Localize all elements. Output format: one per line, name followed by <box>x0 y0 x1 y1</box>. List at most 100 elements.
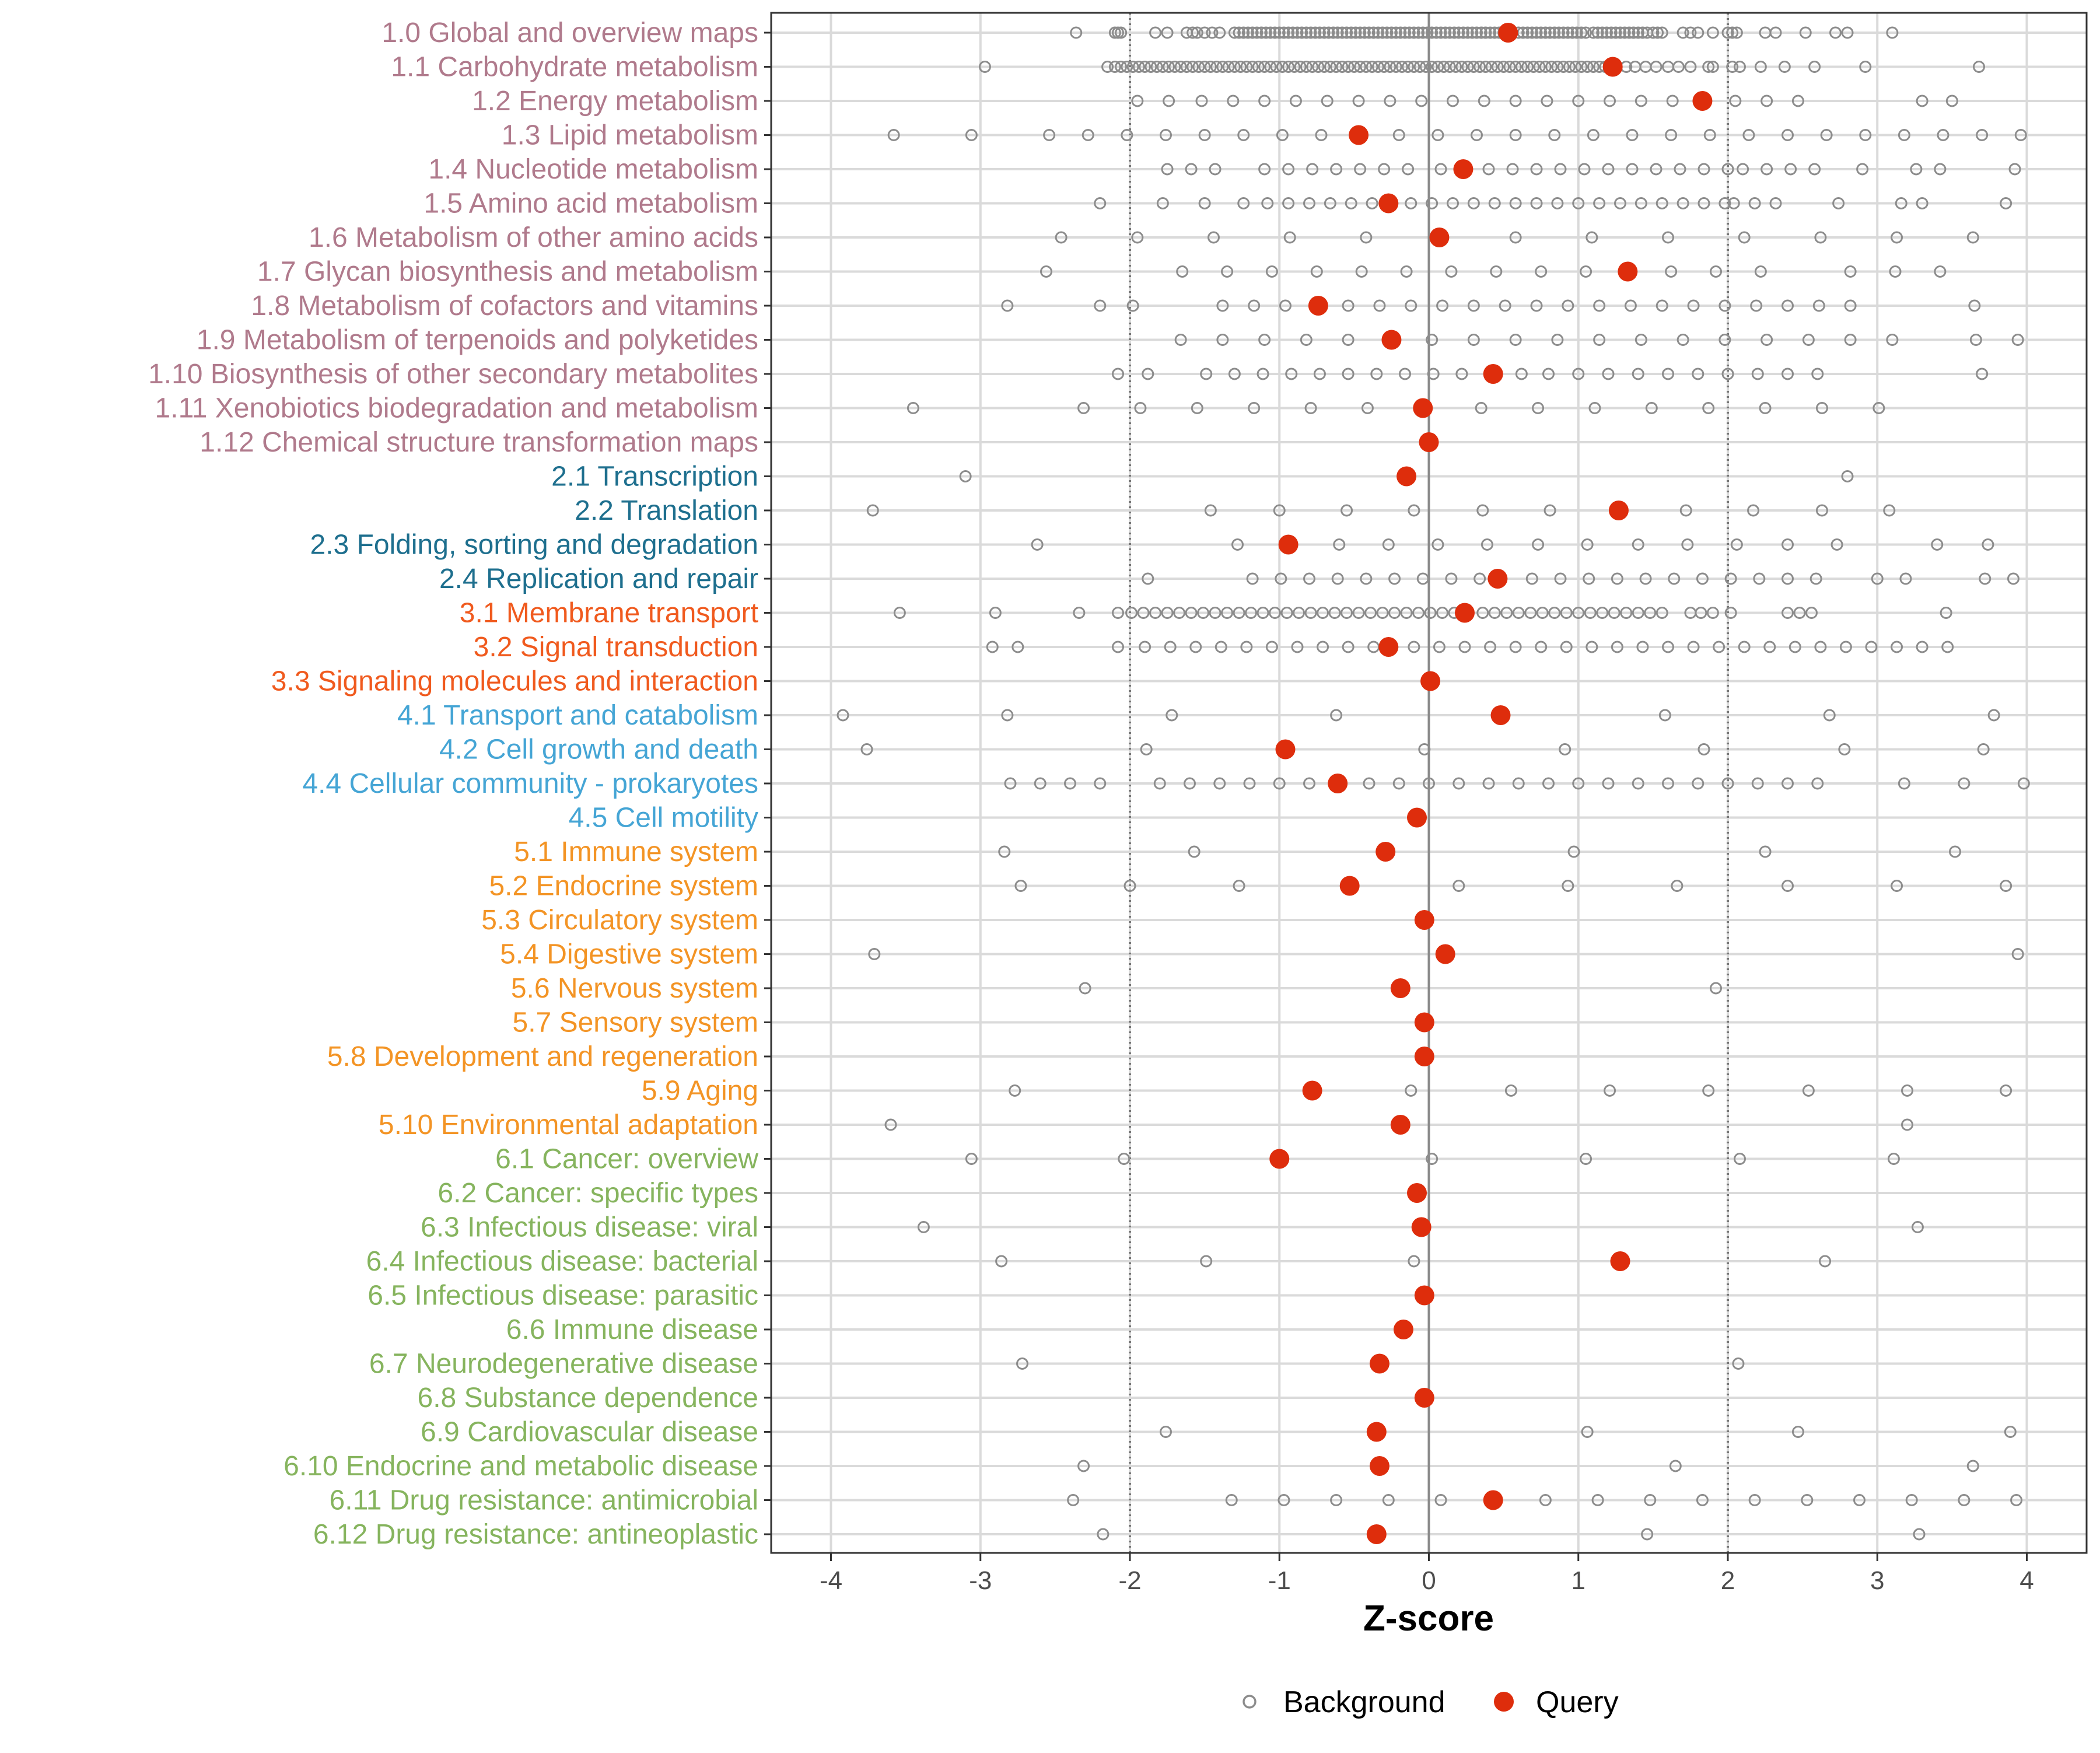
background-point <box>1392 777 1405 790</box>
background-point <box>2008 163 2021 176</box>
background-point <box>1628 26 1640 39</box>
background-point <box>1124 880 1136 892</box>
background-point <box>1895 197 1908 209</box>
query-point <box>1608 501 1629 520</box>
background-point <box>1112 607 1124 619</box>
background-point <box>1562 26 1574 39</box>
background-point <box>1692 26 1704 39</box>
background-point <box>1916 95 1929 107</box>
background-point <box>1632 538 1644 551</box>
category-label: 1.9 Metabolism of terpenoids and polyket… <box>197 325 758 356</box>
background-point <box>1782 880 1794 892</box>
background-point <box>1632 26 1644 39</box>
background-point <box>1360 231 1373 244</box>
background-point <box>1525 26 1538 39</box>
background-point <box>1645 402 1658 414</box>
background-point <box>1360 572 1373 585</box>
background-point <box>1040 265 1052 278</box>
background-point <box>1587 61 1600 73</box>
background-point <box>1458 641 1471 653</box>
background-point <box>1958 777 1971 790</box>
background-point <box>1206 26 1219 39</box>
background-point <box>1811 777 1824 790</box>
background-point <box>1294 61 1307 73</box>
background-point <box>1366 61 1378 73</box>
background-point <box>1209 607 1222 619</box>
background-point <box>1968 299 1981 312</box>
background-point <box>1216 61 1229 73</box>
background-point <box>1241 26 1254 39</box>
background-point <box>1381 26 1394 39</box>
background-point <box>1282 197 1295 209</box>
background-point <box>1769 197 1782 209</box>
background-point <box>1548 26 1561 39</box>
background-point <box>1173 607 1186 619</box>
background-point <box>1255 26 1268 39</box>
background-point <box>1197 607 1210 619</box>
background-point <box>1436 299 1449 312</box>
background-point <box>1572 368 1585 380</box>
x-tick-label: -3 <box>969 1566 992 1595</box>
background-point <box>1559 743 1572 755</box>
background-point <box>1258 334 1271 346</box>
background-point <box>998 845 1011 858</box>
background-point <box>1352 607 1365 619</box>
query-point <box>1419 432 1439 452</box>
background-point <box>1412 607 1425 619</box>
background-point <box>1578 163 1591 176</box>
background-point <box>1748 197 1761 209</box>
background-point <box>1905 1494 1918 1506</box>
background-point <box>1801 1494 1814 1506</box>
background-point <box>1634 95 1647 107</box>
category-label: 4.4 Cellular community - prokaryotes <box>302 768 758 799</box>
background-point <box>1632 607 1644 619</box>
background-point <box>1192 61 1205 73</box>
background-point <box>1291 26 1304 39</box>
background-point <box>1651 26 1664 39</box>
legend-query-label: Query <box>1536 1685 1619 1719</box>
background-point <box>1094 299 1107 312</box>
background-point <box>1400 265 1413 278</box>
background-point <box>1562 880 1574 892</box>
background-point <box>1216 334 1229 346</box>
background-point <box>1432 538 1444 551</box>
query-point <box>1369 1353 1390 1374</box>
background-point <box>1596 607 1609 619</box>
category-label: 3.3 Signaling molecules and interaction <box>271 666 758 697</box>
background-point <box>2011 948 2024 960</box>
background-point <box>1698 197 1710 209</box>
background-point <box>1225 1494 1238 1506</box>
background-point <box>1354 163 1367 176</box>
background-point <box>1684 26 1697 39</box>
background-point <box>1545 61 1558 73</box>
query-point <box>1378 637 1399 657</box>
background-point <box>1118 1153 1130 1165</box>
background-point <box>1580 26 1592 39</box>
background-point <box>1586 231 1598 244</box>
background-point <box>1363 26 1376 39</box>
background-point <box>1198 61 1211 73</box>
background-point <box>1760 334 1773 346</box>
background-point <box>1043 129 1056 141</box>
background-point <box>1480 538 1493 551</box>
background-point <box>1210 61 1223 73</box>
background-point <box>1525 572 1538 585</box>
background-point <box>1228 61 1241 73</box>
background-point <box>1248 299 1261 312</box>
background-point <box>1400 607 1413 619</box>
background-point <box>1591 1494 1604 1506</box>
background-point <box>1656 197 1668 209</box>
background-point <box>1264 61 1277 73</box>
background-point <box>1521 26 1534 39</box>
background-point <box>1376 26 1389 39</box>
query-point <box>1308 296 1328 316</box>
background-point <box>1221 265 1234 278</box>
background-point <box>1228 368 1241 380</box>
background-point <box>995 1255 1008 1268</box>
background-point <box>1198 129 1211 141</box>
category-label: 6.3 Infectious disease: viral <box>421 1212 758 1243</box>
background-point <box>1865 641 1878 653</box>
background-point <box>1189 641 1202 653</box>
background-point <box>1509 231 1522 244</box>
background-point <box>1491 61 1504 73</box>
